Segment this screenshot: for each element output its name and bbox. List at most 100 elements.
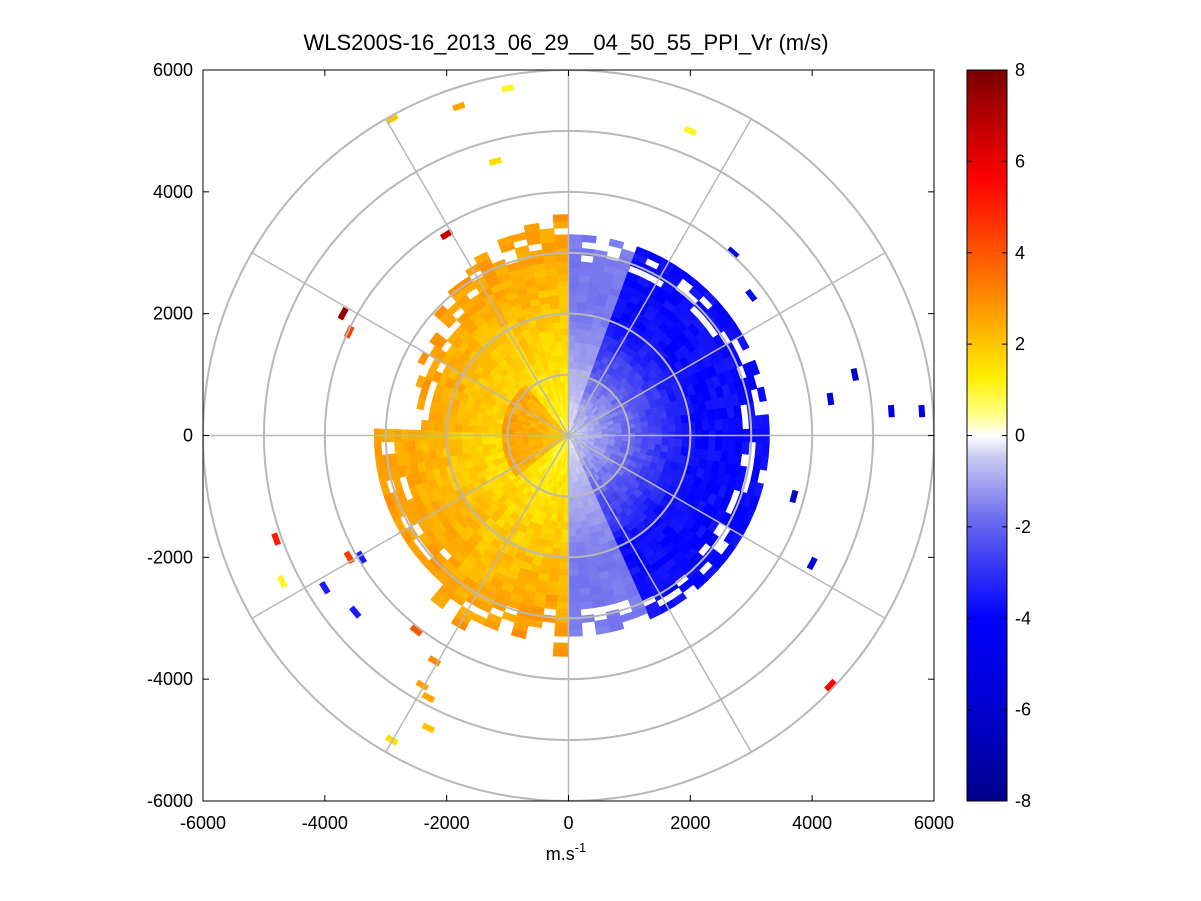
- velocity-cell: [568, 602, 582, 611]
- velocity-cell: [507, 437, 516, 443]
- velocity-cell: [714, 440, 723, 452]
- polar-grid: [203, 70, 934, 801]
- velocity-cell: [741, 441, 750, 455]
- velocity-cell: [576, 314, 586, 324]
- velocity-cell: [734, 440, 743, 455]
- velocity-cell: [733, 404, 743, 419]
- x-tick-label: -4000: [302, 813, 348, 833]
- velocity-cell: [568, 294, 579, 303]
- velocity-cell: [468, 444, 477, 454]
- velocity-cell: [420, 440, 429, 452]
- velocity-cell: [568, 575, 580, 584]
- velocity-cell: [661, 424, 670, 433]
- velocity-cell: [568, 548, 578, 557]
- velocity-cell: [568, 314, 578, 323]
- colorbar-scale: [966, 69, 1008, 802]
- velocity-cell: [573, 508, 581, 517]
- velocity-cell: [552, 321, 562, 330]
- velocity-cell: [562, 354, 569, 363]
- velocity-cell: [560, 535, 569, 544]
- velocity-cell: [761, 441, 770, 457]
- velocity-cell: [568, 234, 583, 242]
- velocity-cell: [754, 414, 764, 430]
- sparse-return: [501, 84, 515, 93]
- velocity-cell: [473, 251, 490, 265]
- velocity-cell: [648, 437, 656, 445]
- velocity-cell: [728, 417, 737, 431]
- y-tick-label: 6000: [153, 60, 193, 80]
- velocity-cell: [461, 438, 469, 448]
- velocity-cell: [581, 234, 597, 244]
- sparse-return: [745, 288, 758, 303]
- velocity-cell: [556, 348, 564, 357]
- velocity-cell: [721, 440, 730, 453]
- velocity-cell: [694, 421, 703, 432]
- velocity-cell: [400, 440, 409, 454]
- velocity-cell: [641, 426, 650, 434]
- velocity-cell: [694, 439, 703, 450]
- velocity-cell: [553, 328, 562, 337]
- velocity-cell: [647, 606, 664, 620]
- azimuth-spoke: [251, 434, 569, 619]
- velocity-cell: [521, 436, 529, 441]
- sparse-return: [826, 392, 835, 406]
- velocity-cell: [728, 440, 737, 454]
- velocity-cell: [494, 437, 503, 444]
- velocity-cell: [692, 574, 709, 590]
- velocity-cell: [556, 267, 569, 276]
- velocity-cell: [756, 386, 767, 403]
- velocity-cell: [481, 426, 489, 434]
- velocity-cell: [407, 440, 416, 453]
- velocity-cell: [579, 601, 594, 610]
- azimuth-spoke: [567, 435, 752, 753]
- velocity-cell: [748, 359, 761, 376]
- sparse-return: [409, 624, 423, 637]
- velocity-cell: [568, 361, 574, 370]
- velocity-cell: [554, 240, 569, 249]
- velocity-cell: [556, 595, 569, 604]
- velocity-cell: [674, 423, 683, 433]
- velocity-cell: [434, 421, 443, 432]
- velocity-cell: [461, 416, 470, 426]
- velocity-cell: [660, 417, 669, 427]
- velocity-cell: [554, 528, 563, 537]
- velocity-cell: [434, 439, 443, 450]
- velocity-cell: [558, 568, 569, 577]
- velocity-cell: [575, 321, 585, 330]
- sparse-return: [276, 574, 288, 589]
- velocity-cell: [523, 222, 540, 233]
- sparse-return: [726, 246, 740, 260]
- velocity-cell: [681, 439, 690, 449]
- colorbar-tick-label: 6: [1015, 151, 1025, 171]
- velocity-cell: [562, 508, 569, 517]
- azimuth-spoke: [385, 435, 570, 753]
- velocity-cell: [373, 441, 383, 457]
- velocity-cell: [708, 440, 717, 452]
- velocity-cell: [568, 240, 583, 249]
- azimuth-spoke: [568, 252, 886, 437]
- velocity-cell: [415, 374, 426, 389]
- x-tick-label: 4000: [792, 813, 832, 833]
- colorbar-tick-label: 8: [1015, 60, 1025, 80]
- y-tick-label: -6000: [147, 791, 193, 811]
- velocity-cell: [681, 422, 690, 432]
- velocity-cell: [568, 301, 579, 309]
- velocity-cell: [454, 423, 463, 433]
- velocity-cell: [761, 414, 770, 430]
- velocity-cell: [481, 437, 489, 445]
- velocity-cell: [552, 541, 562, 550]
- velocity-cell: [568, 622, 583, 631]
- y-axis-ticks: -6000 -4000 -2000 0 2000 4000 6000: [147, 60, 934, 811]
- velocity-cell: [467, 438, 476, 447]
- velocity-cell: [661, 438, 670, 447]
- velocity-cell: [568, 321, 577, 329]
- velocity-cell: [560, 327, 569, 336]
- velocity-cell: [568, 568, 579, 577]
- velocity-cell: [668, 438, 676, 448]
- velocity-cell: [575, 534, 584, 543]
- velocity-cell: [461, 445, 470, 455]
- azimuth-spoke: [568, 434, 886, 619]
- y-tick-label: 4000: [153, 182, 193, 202]
- sparse-return: [789, 489, 799, 504]
- x-axis-label-superscript: -1: [575, 840, 587, 855]
